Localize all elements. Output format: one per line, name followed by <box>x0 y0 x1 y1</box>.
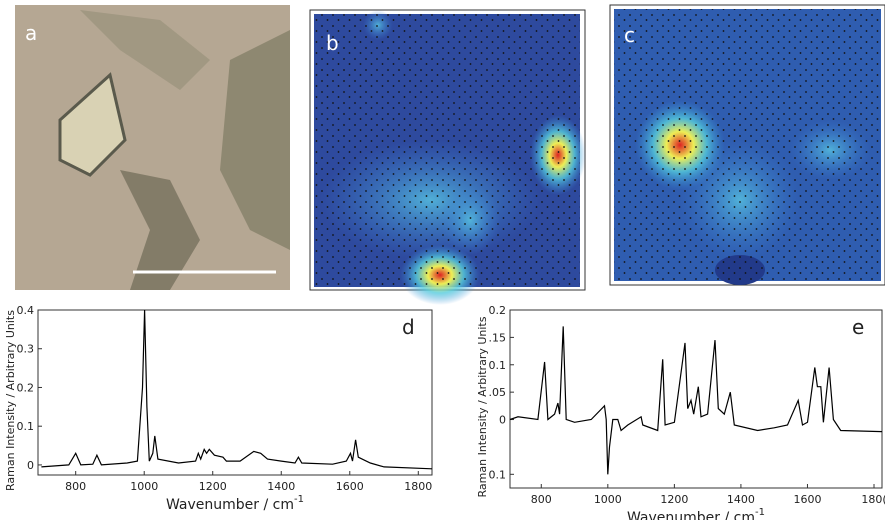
y-tick-label: 0.4 <box>17 304 35 317</box>
y-tick-label: .15 <box>489 331 507 344</box>
x-tick-label: 1400 <box>727 493 755 506</box>
x-tick-label: 1400 <box>267 480 295 493</box>
spectrum-line <box>41 309 433 470</box>
x-tick-label: 1600 <box>336 480 364 493</box>
y-tick-label: .05 <box>489 386 507 399</box>
panel-label: c <box>624 23 635 47</box>
x-axis-label-sup: -1 <box>755 507 765 518</box>
panel-label: b <box>326 31 339 55</box>
panel-b: b <box>309 9 586 305</box>
x-tick-label: 1800 <box>404 480 432 493</box>
x-tick-label: 180( <box>861 493 885 506</box>
y-axis-label: Raman Intensity / Arbitrary Units <box>476 316 489 497</box>
grid-points <box>614 9 881 281</box>
y-tick-label: 0 <box>27 459 34 472</box>
x-tick-label: 1000 <box>594 493 622 506</box>
x-tick-label: 1000 <box>130 480 158 493</box>
x-tick-label: 800 <box>531 493 552 506</box>
particles <box>80 10 210 90</box>
x-axis-label-text: Wavenumber / cm <box>627 510 755 520</box>
x-axis-label: Wavenumber / cm-1 <box>627 507 765 520</box>
panel-label: e <box>852 315 864 339</box>
panel-a: a <box>15 5 290 290</box>
panel-label: a <box>25 21 37 45</box>
x-tick-label: 1200 <box>660 493 688 506</box>
particles <box>220 30 290 250</box>
y-tick-label: 0.3 <box>17 343 35 356</box>
y-tick-label: 0.2 <box>17 381 35 394</box>
crystal <box>58 72 127 177</box>
x-tick-label: 1600 <box>793 493 821 506</box>
y-tick-label: 0.1 <box>17 420 35 433</box>
x-axis-label-sup: -1 <box>294 494 304 505</box>
panel-label: d <box>402 315 415 339</box>
plot-frame <box>509 309 883 489</box>
x-axis-label-text: Wavenumber / cm <box>166 497 294 513</box>
grid-points <box>314 14 580 287</box>
x-axis-label: Wavenumber / cm-1 <box>166 494 304 513</box>
y-tick-label: 0.2 <box>489 304 507 317</box>
x-tick-label: 1200 <box>199 480 227 493</box>
y-axis-label: Raman Intensity / Arbitrary Units <box>4 310 17 491</box>
panel-c: c <box>609 4 885 286</box>
y-tick-label: 0.1 <box>489 359 507 372</box>
plot-frame <box>37 309 433 476</box>
x-tick-label: 800 <box>65 480 86 493</box>
y-tick-label: 0.1 <box>489 468 507 481</box>
y-tick-label: 0 <box>499 414 506 427</box>
spectrum-line <box>509 326 883 475</box>
particles <box>120 170 200 290</box>
